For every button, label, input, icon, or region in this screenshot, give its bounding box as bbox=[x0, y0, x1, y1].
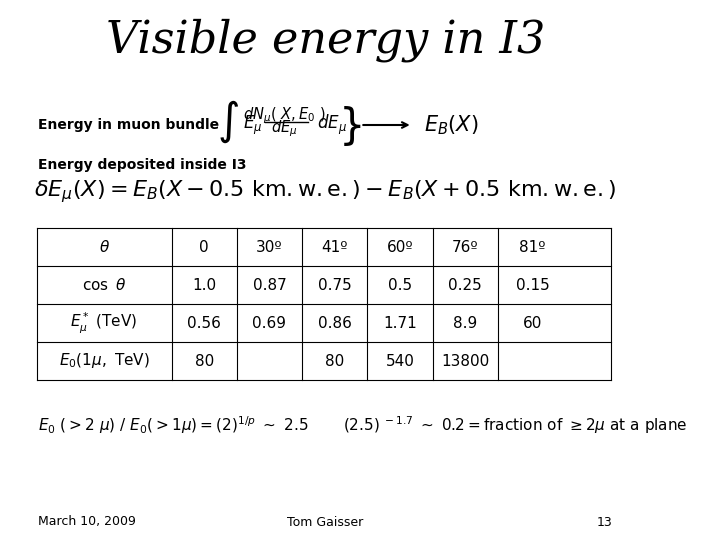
Text: $dE_\mu$: $dE_\mu$ bbox=[271, 119, 298, 139]
Text: 13: 13 bbox=[597, 516, 613, 529]
Text: $(2.5)^{\ -1.7}\ \sim\ 0.2 = \mathrm{fraction\ of}\ \geq 2\mu\ \mathrm{at\ a\ pl: $(2.5)^{\ -1.7}\ \sim\ 0.2 = \mathrm{fra… bbox=[343, 414, 688, 436]
Text: $E_\mu^*\ \mathrm{(TeV)}$: $E_\mu^*\ \mathrm{(TeV)}$ bbox=[71, 310, 138, 335]
Text: Energy deposited inside I3: Energy deposited inside I3 bbox=[38, 158, 247, 172]
Text: 540: 540 bbox=[385, 354, 415, 368]
Text: $E_0\ (>2\ \mu)\ /\ E_0(>1\mu) = (2)^{1/p}\ \sim\ 2.5$: $E_0\ (>2\ \mu)\ /\ E_0(>1\mu) = (2)^{1/… bbox=[38, 414, 309, 436]
Text: 0.15: 0.15 bbox=[516, 278, 549, 293]
Text: $\cos\ \theta$: $\cos\ \theta$ bbox=[82, 277, 126, 293]
Text: March 10, 2009: March 10, 2009 bbox=[38, 516, 136, 529]
Text: 1.71: 1.71 bbox=[383, 315, 417, 330]
Text: 13800: 13800 bbox=[441, 354, 490, 368]
Text: 8.9: 8.9 bbox=[453, 315, 477, 330]
Text: 60º: 60º bbox=[387, 240, 413, 254]
Text: 30º: 30º bbox=[256, 240, 283, 254]
Text: 0.5: 0.5 bbox=[388, 278, 412, 293]
Text: 41º: 41º bbox=[321, 240, 348, 254]
Text: $dE_\mu$: $dE_\mu$ bbox=[317, 113, 347, 137]
Text: 0.56: 0.56 bbox=[187, 315, 221, 330]
Text: Tom Gaisser: Tom Gaisser bbox=[287, 516, 364, 529]
Text: Visible energy in I3: Visible energy in I3 bbox=[106, 18, 545, 62]
Text: 1.0: 1.0 bbox=[192, 278, 216, 293]
Text: 0.69: 0.69 bbox=[253, 315, 287, 330]
Text: 0.25: 0.25 bbox=[449, 278, 482, 293]
Text: 0.87: 0.87 bbox=[253, 278, 287, 293]
Text: $dN_\mu(\ X, E_0\ )$: $dN_\mu(\ X, E_0\ )$ bbox=[243, 106, 326, 126]
Text: 80: 80 bbox=[194, 354, 214, 368]
Text: 76º: 76º bbox=[452, 240, 479, 254]
Text: $E_B(X)$: $E_B(X)$ bbox=[425, 113, 479, 137]
Text: 81º: 81º bbox=[519, 240, 546, 254]
Text: 0: 0 bbox=[199, 240, 209, 254]
Text: 80: 80 bbox=[325, 354, 344, 368]
Text: Energy in muon bundle: Energy in muon bundle bbox=[38, 118, 220, 132]
Text: $E_\mu$: $E_\mu$ bbox=[243, 113, 262, 137]
Text: $\delta E_\mu(X) = E_B(X - 0.5\ \mathrm{km.w.e.}) - E_B(X + 0.5\ \mathrm{km.w.e.: $\delta E_\mu(X) = E_B(X - 0.5\ \mathrm{… bbox=[35, 179, 617, 205]
Text: 0.86: 0.86 bbox=[318, 315, 351, 330]
Text: 60: 60 bbox=[523, 315, 542, 330]
Text: $\}$: $\}$ bbox=[338, 104, 361, 148]
Text: $\theta$: $\theta$ bbox=[99, 239, 109, 255]
Text: $\int$: $\int$ bbox=[217, 99, 239, 145]
Text: $E_0(1\mu,\ \mathrm{TeV})$: $E_0(1\mu,\ \mathrm{TeV})$ bbox=[59, 352, 150, 370]
Text: 0.75: 0.75 bbox=[318, 278, 351, 293]
